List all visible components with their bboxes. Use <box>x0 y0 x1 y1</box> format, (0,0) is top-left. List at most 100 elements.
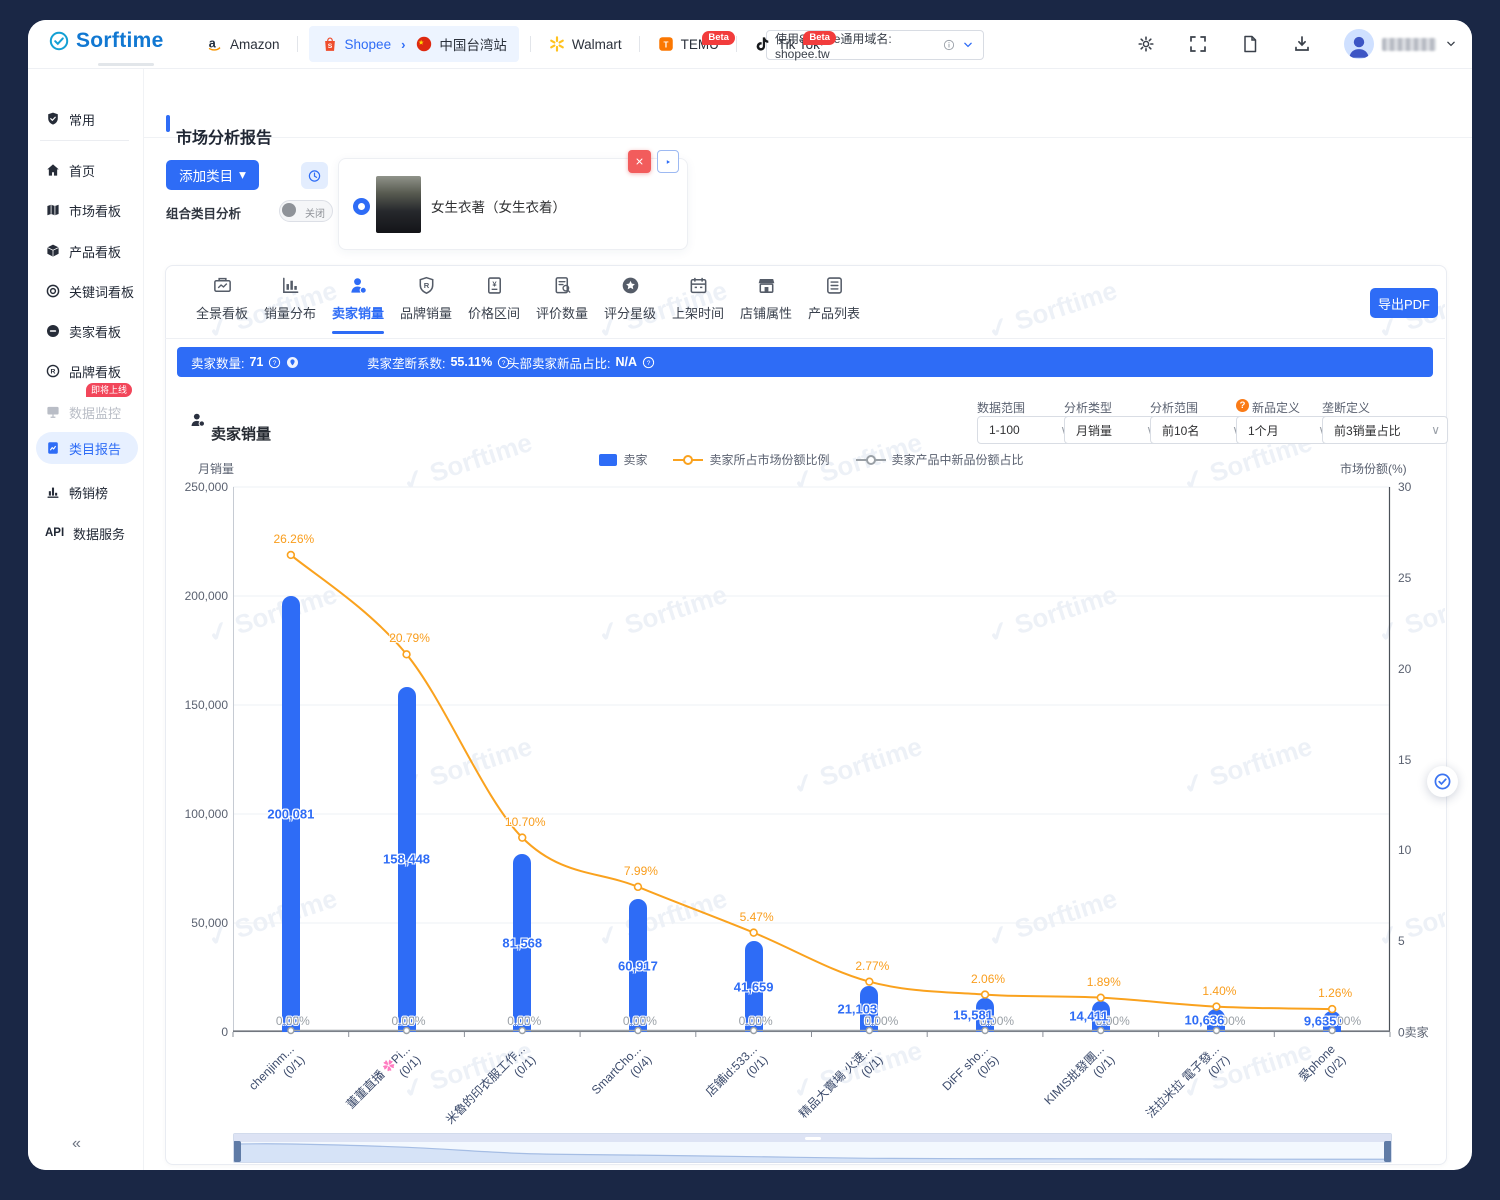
brand-icon: R <box>45 363 61 379</box>
sidebar-item-api-service[interactable]: API 数据服务 <box>36 517 138 549</box>
new-product-zero-label: 0.00% <box>864 1014 899 1028</box>
tab-listing-time[interactable]: 上架时间 <box>664 275 732 334</box>
bar[interactable] <box>1207 1008 1226 1032</box>
toggle-knob <box>282 203 296 217</box>
bar[interactable] <box>1323 1010 1342 1032</box>
sidebar-item-home[interactable]: 首页 <box>36 154 138 186</box>
platform-label: Walmart <box>571 36 622 52</box>
filter-select-new-product-def[interactable]: 1个月∨ <box>1236 416 1335 444</box>
sidebar-item-best-seller-rank[interactable]: 畅销榜 <box>36 476 138 508</box>
user-avatar[interactable] <box>1344 29 1374 59</box>
combo-analysis-toggle[interactable]: 关闭 <box>279 200 333 222</box>
datazoom-grip[interactable] <box>804 1136 821 1140</box>
export-pdf-button[interactable]: 导出PDF <box>1370 288 1438 318</box>
filter-value: 前3销量占比 <box>1334 423 1401 438</box>
platform-label: Tik Tok Beta <box>778 30 836 52</box>
bar[interactable] <box>976 998 995 1032</box>
title-divider <box>143 137 1472 138</box>
platform-amazon[interactable]: a Amazon <box>198 29 288 59</box>
sidebar-item-label: 常用 <box>69 112 96 128</box>
market-share-percent-label: 1.26% <box>1318 986 1353 1001</box>
platform-walmart[interactable]: Walmart <box>540 29 630 59</box>
sidebar-collapse-button[interactable]: « <box>72 1135 81 1152</box>
platform-temu[interactable]: T TEMU Beta <box>649 29 735 59</box>
bar[interactable] <box>1091 1000 1110 1032</box>
user-menu-chevron-icon[interactable] <box>1444 37 1458 51</box>
floating-assistant-button[interactable] <box>1427 766 1458 797</box>
tab-product-list[interactable]: 产品列表 <box>800 275 868 334</box>
document-icon[interactable] <box>1240 34 1260 54</box>
platform-shopee[interactable]: S Shopee <box>313 29 400 59</box>
filter-value: 1-100 <box>989 423 1020 437</box>
sidebar-item-seller-board[interactable]: 卖家看板 <box>36 315 138 347</box>
fullscreen-icon[interactable] <box>1188 34 1208 54</box>
sidebar-item-common[interactable]: 常用 <box>36 103 138 135</box>
tab-seller-sales[interactable]: 卖家销量 <box>324 275 392 334</box>
category-expand-button[interactable] <box>657 150 679 173</box>
tab-price-range[interactable]: ¥ 价格区间 <box>460 275 528 334</box>
legend-item-market-share-line[interactable]: 卖家所占市场份额比例 <box>673 451 830 468</box>
chart-datazoom-slider[interactable] <box>233 1133 1392 1163</box>
bar[interactable] <box>860 985 879 1032</box>
datazoom-right-handle[interactable] <box>1384 1141 1391 1162</box>
bar[interactable] <box>281 595 300 1032</box>
settings-icon[interactable] <box>1136 34 1156 54</box>
filter-select-analysis-type[interactable]: 月销量∨ <box>1064 416 1163 444</box>
sidebar-item-category-report[interactable]: 类目报告 <box>36 432 138 464</box>
filter-select-monopoly-def[interactable]: 前3销量占比 ∨ <box>1322 416 1448 444</box>
bar[interactable] <box>397 686 416 1032</box>
datazoom-left-handle[interactable] <box>234 1141 241 1162</box>
platform-tiktok[interactable]: Tik Tok Beta <box>746 29 836 59</box>
username-blurred <box>1382 37 1436 51</box>
question-circle-icon[interactable]: ? <box>497 356 510 369</box>
combo-analysis-label: 组合类目分析 <box>166 207 242 221</box>
bar[interactable] <box>744 941 763 1032</box>
location-circle-icon[interactable] <box>286 356 299 369</box>
platform-taiwan-site[interactable]: 中国台湾站 <box>407 28 515 60</box>
sidebar-item-market-board[interactable]: 市场看板 <box>36 194 138 226</box>
tab-sales-distribution[interactable]: 销量分布 <box>256 275 324 334</box>
right-axis-title: 市场份额(%) <box>1340 462 1407 476</box>
tab-review-count[interactable]: 评价数量 <box>528 275 596 334</box>
download-icon[interactable] <box>1292 34 1312 54</box>
new-product-hint-icon[interactable]: ? <box>1236 399 1249 412</box>
bar-value-label: 15,581 <box>953 1007 993 1023</box>
category-remove-button[interactable] <box>628 150 651 173</box>
tab-brand-sales[interactable]: R 品牌销量 <box>392 275 460 334</box>
seller-icon <box>190 412 206 428</box>
shield-icon <box>45 111 61 127</box>
sorftime-logo[interactable]: Sorftime <box>48 29 164 66</box>
title-accent-bar <box>166 115 170 132</box>
stat-value: N/A <box>615 355 638 369</box>
new-product-zero-label: 0.00% <box>980 1014 1015 1028</box>
question-circle-icon[interactable]: ? <box>268 356 281 369</box>
datazoom-top-strip[interactable] <box>234 1134 1391 1142</box>
tab-star-rating[interactable]: 评分星级 <box>596 275 664 334</box>
rank-icon <box>45 484 61 500</box>
sidebar-item-product-board[interactable]: 产品看板 <box>36 235 138 267</box>
question-circle-icon[interactable]: ? <box>642 356 655 369</box>
new-product-zero-label: 0.00% <box>622 1014 657 1028</box>
platform-separator <box>735 36 737 52</box>
bar[interactable] <box>628 899 647 1032</box>
filter-select-analysis-scope[interactable]: 前10名∨ <box>1150 416 1249 444</box>
add-category-button[interactable]: 添加类目 ▾ <box>166 160 259 190</box>
tab-shop-attribute[interactable]: 店铺属性 <box>732 275 800 334</box>
legend-item-new-product-line[interactable]: 卖家产品中新品份额占比 <box>855 451 1024 468</box>
legend-line-swatch <box>673 454 704 465</box>
shopee-platform-group: S Shopee › 中国台湾站 <box>308 26 519 62</box>
tab-label: 评价数量 <box>535 306 588 321</box>
tab-overview[interactable]: 全景看板 <box>188 275 256 334</box>
sidebar-item-brand-board[interactable]: R 品牌看板 <box>36 355 138 387</box>
history-clock-button[interactable] <box>301 162 328 189</box>
market-share-percent-label: 2.06% <box>971 971 1006 986</box>
sidebar-item-data-monitor[interactable]: 数据监控 即将上线 <box>36 383 138 428</box>
filter-select-data-range[interactable]: 1-100∨ <box>977 416 1077 444</box>
category-card[interactable]: 女生衣著（女生衣着） <box>338 150 688 250</box>
legend-item-seller[interactable]: 卖家 <box>599 451 647 468</box>
svg-text:?: ? <box>273 359 277 366</box>
sidebar-item-keyword-board[interactable]: 关键词看板 <box>36 275 138 307</box>
api-icon: API <box>45 527 65 539</box>
category-radio-selected[interactable] <box>353 198 370 215</box>
bar[interactable] <box>513 854 532 1032</box>
